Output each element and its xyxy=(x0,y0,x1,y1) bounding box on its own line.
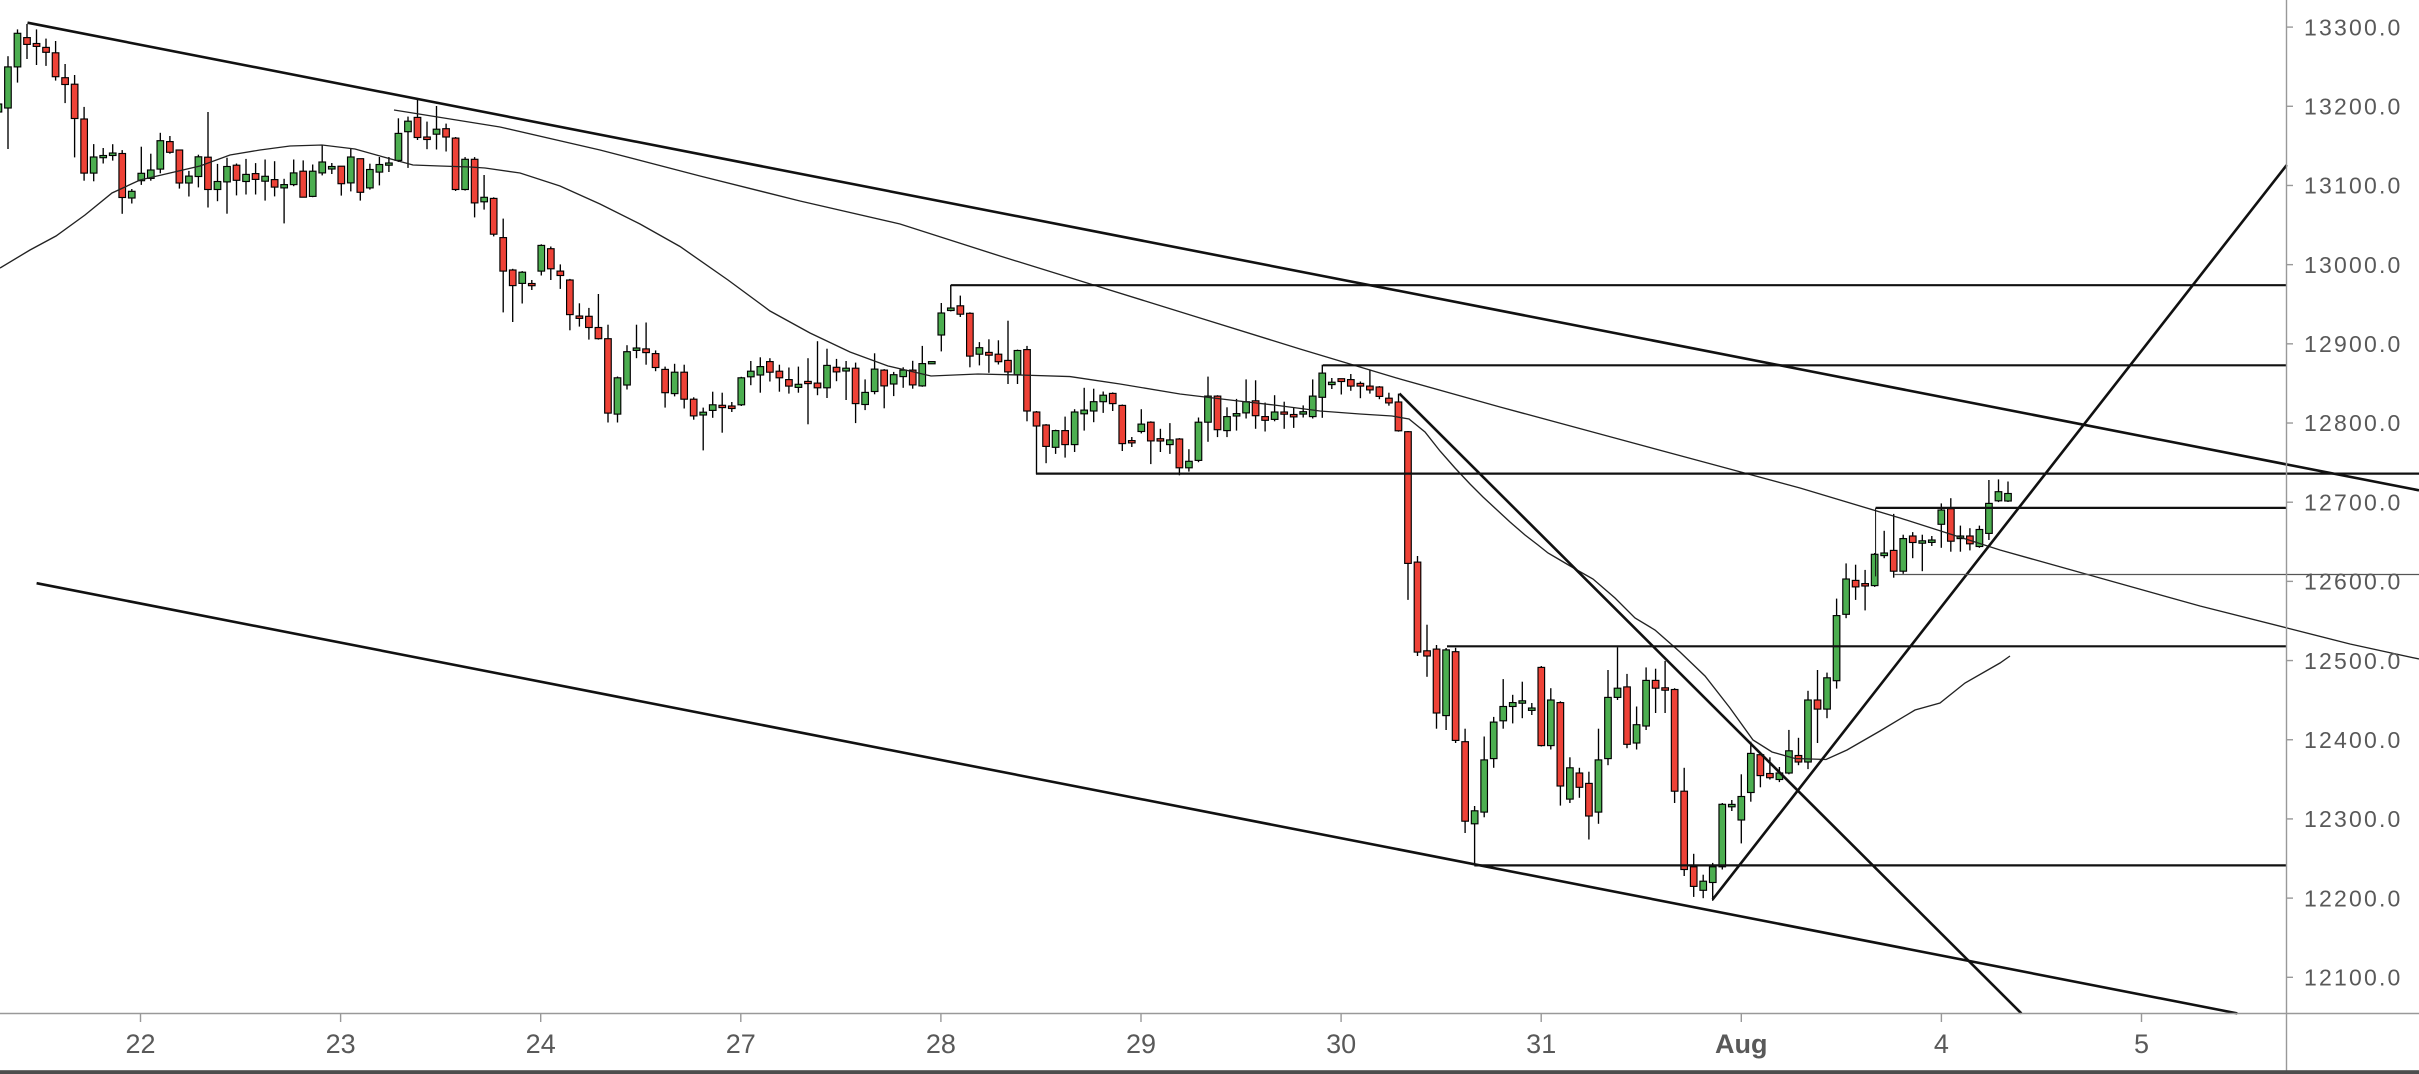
svg-text:12800.0: 12800.0 xyxy=(2304,410,2403,436)
svg-text:13000.0: 13000.0 xyxy=(2304,252,2403,278)
svg-text:27: 27 xyxy=(726,1029,756,1059)
svg-text:4: 4 xyxy=(1934,1029,1949,1059)
svg-text:12500.0: 12500.0 xyxy=(2304,648,2403,674)
svg-text:12600.0: 12600.0 xyxy=(2304,569,2403,595)
svg-text:28: 28 xyxy=(926,1029,956,1059)
svg-text:24: 24 xyxy=(526,1029,556,1059)
svg-text:12700.0: 12700.0 xyxy=(2304,489,2403,515)
svg-text:13300.0: 13300.0 xyxy=(2304,14,2403,40)
svg-text:12300.0: 12300.0 xyxy=(2304,806,2403,832)
svg-text:13200.0: 13200.0 xyxy=(2304,93,2403,119)
svg-text:12400.0: 12400.0 xyxy=(2304,727,2403,753)
svg-text:12100.0: 12100.0 xyxy=(2304,965,2403,991)
svg-text:31: 31 xyxy=(1526,1029,1556,1059)
svg-text:5: 5 xyxy=(2134,1029,2149,1059)
svg-text:Aug: Aug xyxy=(1715,1029,1767,1059)
svg-text:12200.0: 12200.0 xyxy=(2304,885,2403,911)
svg-text:12900.0: 12900.0 xyxy=(2304,331,2403,357)
svg-text:13100.0: 13100.0 xyxy=(2304,173,2403,199)
svg-text:30: 30 xyxy=(1326,1029,1356,1059)
svg-text:29: 29 xyxy=(1126,1029,1156,1059)
svg-text:23: 23 xyxy=(326,1029,356,1059)
svg-text:22: 22 xyxy=(125,1029,155,1059)
